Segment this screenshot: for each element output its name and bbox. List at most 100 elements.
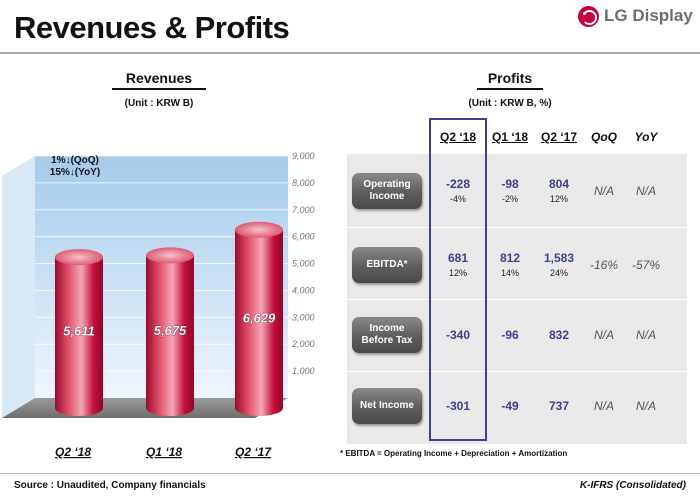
y-tick-label: 7,000 <box>292 205 315 215</box>
cell-margin: 12% <box>549 194 568 204</box>
table-cell: N/A <box>616 328 676 342</box>
cell-value: 804 <box>548 177 570 191</box>
column-header: Q2 ‘17 <box>540 130 578 144</box>
cell-value: -98 <box>501 177 519 191</box>
table-cell: N/A <box>616 399 676 413</box>
cell-value: -57% <box>631 258 660 272</box>
table-cell: N/A <box>574 328 634 342</box>
cell-margin: -4% <box>449 194 466 204</box>
profits-title: Profits <box>487 70 533 86</box>
qoq-change: 1%↓(QoQ) <box>51 155 99 166</box>
x-category-label: Q2 ‘18 <box>55 445 91 459</box>
table-cell: -57% <box>616 258 676 272</box>
bar-value-label: 5,675 <box>154 323 187 338</box>
row-separator <box>347 299 687 300</box>
table-cell: 737 <box>529 399 589 413</box>
column-header: QoQ <box>591 130 617 144</box>
y-tick-label: 3,000 <box>292 312 315 322</box>
column-header: YoY <box>634 130 658 144</box>
accounting-standard: K-IFRS (Consolidated) <box>579 480 686 491</box>
bar-value-label: 5,611 <box>63 324 95 339</box>
cell-value: 832 <box>548 328 570 342</box>
table-cell: 681 12% <box>428 251 488 278</box>
y-tick-label: 6,000 <box>292 232 315 242</box>
bar-body <box>235 229 283 416</box>
table-cell: N/A <box>574 399 634 413</box>
cell-value: N/A <box>635 328 656 342</box>
y-tick-label: 1,000 <box>292 366 315 376</box>
cell-margin: 12% <box>448 268 467 278</box>
lg-logo-icon <box>578 5 599 27</box>
revenues-title: Revenues <box>125 70 193 86</box>
cell-value: N/A <box>593 184 614 198</box>
revenue-bar <box>55 249 103 416</box>
chart-side-wall <box>2 156 35 418</box>
revenue-chart: 1,000 2,000 3,000 4,000 5,000 6,000 7,000 8,000… <box>2 151 315 459</box>
ebitda-footnote: * EBITDA = Operating Income + Depreciati… <box>340 449 568 458</box>
table-cell: -301 <box>428 399 488 413</box>
revenue-bar <box>146 247 194 416</box>
cell-value: 812 <box>499 251 521 265</box>
cell-margin: 24% <box>549 268 568 278</box>
table-cell: N/A <box>574 184 634 198</box>
cell-value: -228 <box>445 177 471 191</box>
table-cell: 832 <box>529 328 589 342</box>
cell-margin: 14% <box>500 268 519 278</box>
cell-value: N/A <box>635 184 656 198</box>
cell-value: N/A <box>593 399 614 413</box>
row-label-button: Income Before Tax <box>352 317 422 353</box>
row-label-button: Operating Income <box>352 173 422 209</box>
table-cell: -228 -4% <box>428 177 488 204</box>
footer-divider <box>0 473 700 474</box>
revenue-bar <box>235 221 283 416</box>
bar-body <box>55 257 103 416</box>
profits-title-underline <box>477 88 543 90</box>
table-cell: -98 -2% <box>480 177 540 204</box>
row-separator <box>347 227 687 228</box>
table-cell: -49 <box>480 399 540 413</box>
source-note: Source : Unaudited, Company financials <box>14 480 206 491</box>
table-cell: -16% <box>574 258 634 272</box>
row-separator <box>347 371 687 372</box>
y-tick-label: 4,000 <box>292 285 315 295</box>
bar-top-cap <box>55 249 103 266</box>
column-header: Q1 ‘18 <box>491 130 529 144</box>
cell-value: N/A <box>593 328 614 342</box>
cell-value: -301 <box>445 399 471 413</box>
table-cell: -340 <box>428 328 488 342</box>
yoy-change: 15%↓(YoY) <box>49 167 101 178</box>
cell-margin: -2% <box>501 194 518 204</box>
table-cell: N/A <box>616 184 676 198</box>
table-cell: 804 12% <box>529 177 589 204</box>
x-category-label: Q1 ‘18 <box>146 445 182 459</box>
page-title: Revenues & Profits <box>14 10 290 45</box>
cell-value: -96 <box>501 328 519 342</box>
revenues-unit: (Unit : KRW B) <box>124 98 194 109</box>
x-category-label: Q2 ‘17 <box>235 445 272 459</box>
cell-value: -16% <box>589 258 618 272</box>
title-divider <box>0 52 700 54</box>
lg-display-logo: LG Display <box>578 5 693 27</box>
table-cell: 812 14% <box>480 251 540 278</box>
cell-value: -340 <box>445 328 471 342</box>
column-header: Q2 ‘18 <box>439 130 477 144</box>
cell-value: 1,583 <box>543 251 575 265</box>
cell-value: -49 <box>501 399 519 413</box>
y-tick-label: 8,000 <box>292 178 315 188</box>
profits-unit: (Unit : KRW B, %) <box>468 98 552 109</box>
y-tick-label: 5,000 <box>292 259 315 269</box>
y-tick-label: 9,000 <box>292 151 315 161</box>
bar-value-label: 6,629 <box>243 310 276 325</box>
row-label-button: Net Income <box>352 388 422 424</box>
revenues-title-underline <box>112 88 206 90</box>
cell-value: N/A <box>635 399 656 413</box>
cell-value: 681 <box>447 251 469 265</box>
logo-text: LG Display <box>604 6 693 25</box>
bar-top-cap <box>146 247 194 264</box>
bar-body <box>146 255 194 416</box>
table-cell: 1,583 24% <box>529 251 589 278</box>
cell-value: 737 <box>548 399 570 413</box>
y-tick-label: 2,000 <box>291 339 315 349</box>
bar-top-cap <box>235 221 283 238</box>
row-label-button: EBITDA* <box>352 247 422 283</box>
